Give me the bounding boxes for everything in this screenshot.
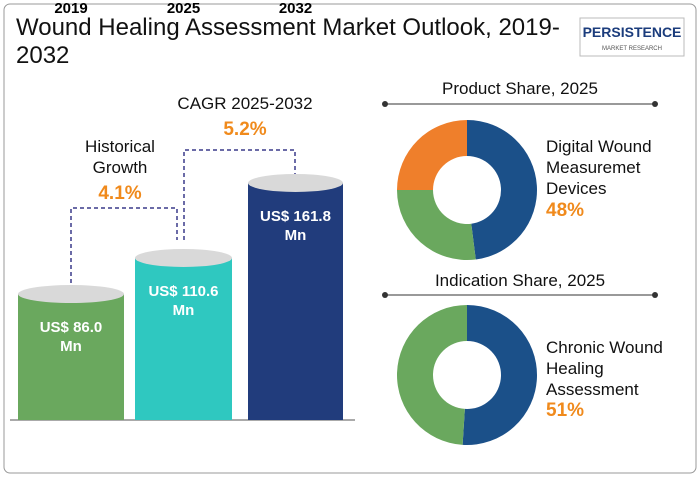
bar-value-label: US$ 86.0 Mn [39, 319, 103, 355]
bar-top [135, 248, 232, 267]
annotation: CAGR 2025-2032 [177, 94, 313, 113]
annotation-value: 4.1% [98, 183, 142, 204]
x-tick-label: 2025 [166, 0, 201, 17]
divider-dot [652, 101, 658, 107]
connector [183, 149, 296, 240]
bar-top [248, 173, 343, 192]
annotation-value: 5.2% [223, 119, 267, 140]
bar-value-label: US$ 161.8 Mn [260, 207, 331, 244]
pie-slice [396, 305, 467, 445]
annotation: Historical Growth [85, 137, 155, 177]
bar [18, 294, 124, 420]
logo-box [579, 17, 685, 57]
pie-title: Indication Share, 2025 [434, 271, 606, 290]
title: Wound Healing Assessment Market Outlook,… [16, 14, 560, 69]
connector [70, 207, 178, 290]
divider-dot [382, 101, 388, 107]
divider-dot [652, 292, 658, 298]
pie-slice [397, 190, 476, 260]
pie-label: Chronic Wound Healing Assessment [546, 338, 663, 399]
bar-value-label: US$ 110.6 Mn [148, 282, 219, 319]
bar [248, 182, 343, 420]
bar [135, 257, 232, 420]
pie-slice [397, 120, 467, 190]
pie-slice [462, 305, 537, 445]
logo-tagline: MARKET RESEARCH [602, 46, 662, 52]
x-tick-label: 2032 [278, 0, 313, 17]
pie-slice [467, 120, 537, 260]
pie-value-label: 48% [546, 200, 585, 221]
x-tick-label: 2019 [54, 0, 88, 17]
pie-title: Product Share, 2025 [442, 79, 598, 98]
divider-dot [382, 292, 388, 298]
frame [3, 3, 697, 474]
bar-top [18, 285, 124, 304]
logo-name: PERSISTENCE [583, 24, 682, 40]
pie-value-label: 51% [546, 400, 585, 421]
pie-label: Digital Wound Measuremet Devices [546, 137, 652, 198]
